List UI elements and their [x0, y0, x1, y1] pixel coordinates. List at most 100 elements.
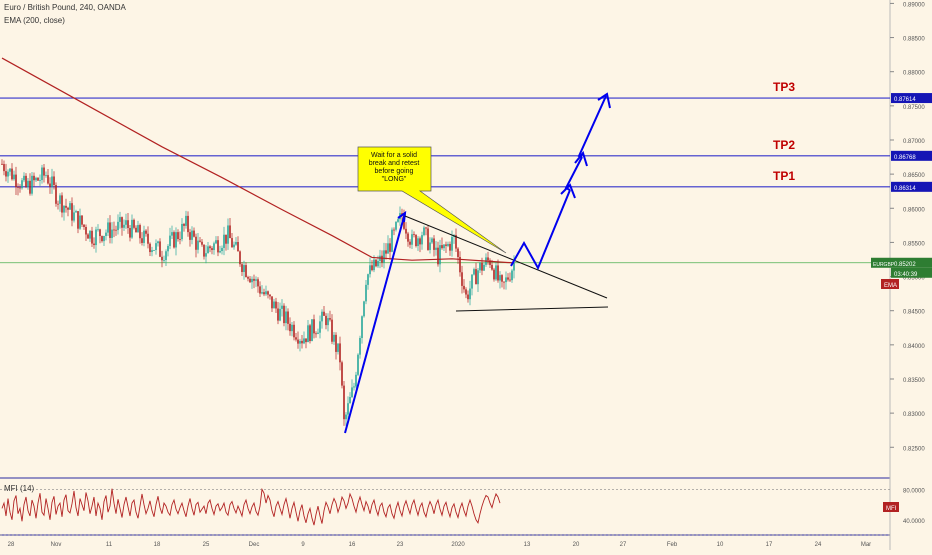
x-tick-label: 10 [717, 542, 724, 548]
candle-body [429, 242, 431, 250]
x-tick-label: Dec [249, 542, 260, 548]
candle-body [159, 241, 161, 257]
candle-body [327, 318, 329, 326]
x-tick-label: 24 [815, 542, 822, 548]
candle-body [173, 232, 175, 248]
candle-body [179, 239, 181, 240]
candle-body [83, 224, 85, 227]
candle-body [81, 215, 83, 225]
candle-body [325, 315, 327, 326]
candle-body [207, 246, 209, 254]
x-tick-label: 25 [203, 542, 210, 548]
candle-body [421, 235, 423, 245]
candle-body [119, 217, 121, 222]
level-price-badge [891, 150, 932, 161]
candle-body [383, 250, 385, 263]
candle-body [415, 234, 417, 247]
candle-body [473, 269, 475, 275]
candle-body [99, 229, 101, 237]
candle-body [163, 260, 165, 261]
candle-body [63, 205, 65, 213]
candle-body [27, 180, 29, 187]
candle-body [109, 222, 111, 238]
candle-body [219, 251, 221, 253]
candle-body [265, 291, 267, 295]
candle-body [167, 245, 169, 252]
candle-body [389, 243, 391, 252]
candle-body [467, 294, 469, 300]
ema-line [1, 57, 515, 264]
candle-body [7, 171, 9, 177]
annotation-callout [357, 146, 507, 254]
candle-body [451, 236, 453, 251]
candle-body [79, 215, 81, 229]
candle-body [447, 243, 449, 246]
candle-body [507, 277, 509, 280]
candle-body [149, 243, 151, 253]
candle-body [355, 374, 357, 387]
candle-body [111, 229, 113, 238]
candle-body [343, 385, 345, 420]
candle-body [425, 227, 427, 229]
candle-body [117, 221, 119, 231]
projection-path-2 [564, 156, 583, 191]
candle-body [245, 265, 247, 278]
candle-body [353, 386, 355, 388]
candle-body [33, 175, 35, 181]
candle-body [481, 262, 483, 271]
candle-body [419, 238, 421, 245]
symbol-badge [871, 257, 891, 268]
candle-body [277, 308, 279, 321]
candle-body [1, 163, 3, 165]
candle-body [445, 244, 447, 246]
candle-body [505, 277, 507, 283]
symbol-badge-text: EURGBP [873, 262, 895, 268]
candle-body [513, 262, 515, 271]
candle-body [193, 230, 195, 237]
candle-body [77, 211, 79, 229]
candle-body [363, 301, 365, 317]
candle-body [41, 167, 43, 181]
candle-body [293, 324, 295, 338]
candle-body [337, 343, 339, 352]
level-price-badge [891, 181, 932, 192]
candle-body [47, 175, 49, 184]
candle-body [209, 246, 211, 249]
candle-body [301, 340, 303, 344]
candle-body [437, 247, 439, 265]
candle-body [259, 286, 261, 294]
candle-body [321, 311, 323, 322]
candle-body [15, 174, 17, 188]
candle-body [61, 195, 63, 213]
candle-body [225, 234, 227, 244]
triangle-upper-line [404, 215, 608, 299]
candle-body [49, 183, 51, 187]
triangle-lower-line [455, 306, 609, 312]
candle-body [339, 343, 341, 363]
ema-badge-text: EMA [884, 283, 897, 289]
candle-body [403, 215, 405, 229]
level-price-badge [891, 93, 932, 104]
candle-body [177, 232, 179, 240]
candle-body [9, 168, 11, 172]
candle-body [267, 291, 269, 295]
candle-body [155, 243, 157, 251]
candle-body [185, 215, 187, 226]
candle-body [329, 318, 331, 320]
symbol-title: Euro / British Pound, 240, OANDA [4, 3, 126, 12]
candle-body [241, 264, 243, 272]
x-tick-label: 2020 [451, 542, 465, 548]
candle-body [231, 238, 233, 248]
candle-body [65, 205, 67, 208]
candle-body [281, 305, 283, 309]
candle-body [93, 243, 95, 246]
candle-body [359, 337, 361, 355]
candle-body [303, 338, 305, 344]
candle-body [291, 324, 293, 332]
projection-arrow-3 [597, 92, 611, 109]
candle-body [395, 221, 397, 230]
countdown-badge [891, 267, 932, 278]
candle-body [131, 219, 133, 238]
